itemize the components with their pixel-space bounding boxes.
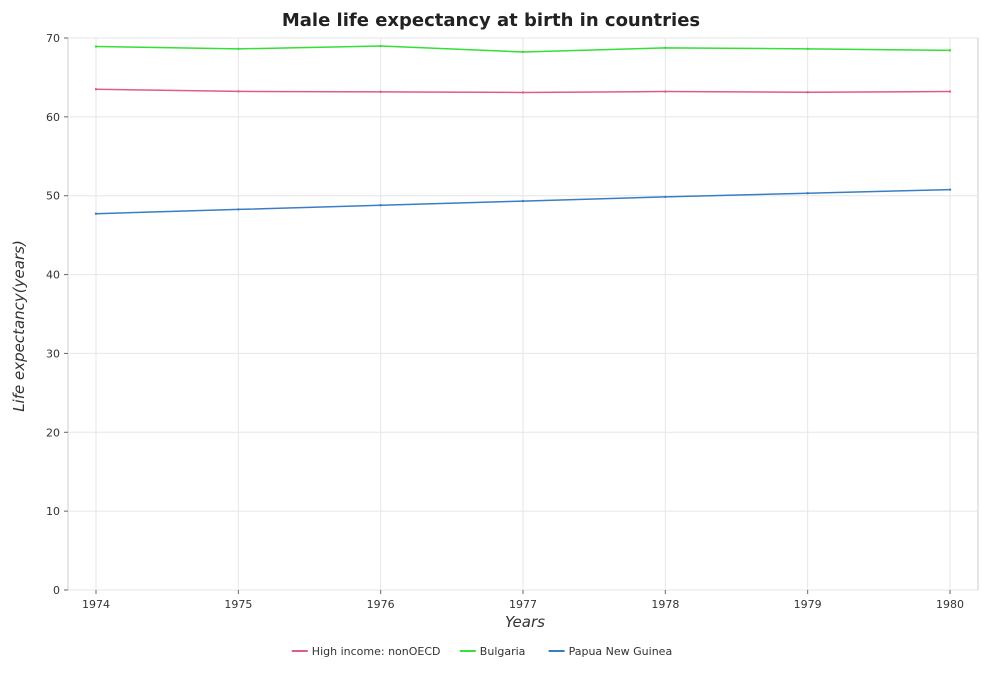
data-point: [379, 44, 382, 48]
data-point: [664, 195, 667, 199]
y-tick-label: 70: [46, 32, 60, 45]
data-point: [94, 88, 98, 91]
y-tick-label: 0: [53, 584, 60, 597]
data-point: [948, 49, 952, 52]
chart-title: Male life expectancy at birth in countri…: [282, 10, 700, 31]
legend-label-0: High income: nonOECD: [312, 645, 441, 658]
legend-label-1: Bulgaria: [480, 645, 526, 658]
data-point: [664, 46, 667, 50]
y-axis-label: Life expectancy(years): [10, 240, 28, 412]
data-point: [948, 90, 952, 93]
data-point: [521, 50, 525, 54]
data-point: [237, 208, 240, 211]
x-tick-label: 1974: [82, 598, 110, 611]
y-tick-label: 60: [46, 111, 60, 124]
x-tick-label: 1975: [224, 598, 252, 611]
data-point: [237, 47, 240, 51]
data-point: [237, 90, 240, 93]
data-point: [94, 212, 98, 215]
data-point: [94, 45, 98, 48]
data-point: [806, 91, 809, 94]
y-tick-label: 30: [46, 347, 60, 360]
data-point: [379, 204, 382, 207]
data-point: [521, 91, 525, 94]
plot-area: 0 10 20 30 40 50 60 70 1974 1975 1976 1977 1978 1979 1…: [46, 32, 979, 611]
data-point: [806, 191, 809, 195]
data-point: [664, 90, 667, 93]
data-point: [521, 199, 525, 203]
data-point: [379, 90, 382, 94]
x-tick-label: 1977: [509, 598, 537, 611]
data-point: [806, 47, 809, 51]
x-tick-label: 1979: [794, 598, 822, 611]
x-axis-label: Years: [505, 613, 545, 631]
x-tick-label: 1978: [651, 598, 679, 611]
legend: High income: nonOECD Bulgaria Papua New Gu…: [291, 645, 673, 658]
y-tick-label: 20: [46, 426, 60, 439]
y-tick-label: 50: [46, 190, 60, 203]
data-point: [948, 188, 952, 191]
legend-label-2: Papua New Guinea: [569, 645, 673, 658]
x-tick-label: 1976: [367, 598, 395, 611]
y-tick-label: 40: [46, 269, 60, 282]
y-tick-label: 10: [46, 505, 60, 518]
x-tick-label: 1980: [936, 598, 964, 611]
